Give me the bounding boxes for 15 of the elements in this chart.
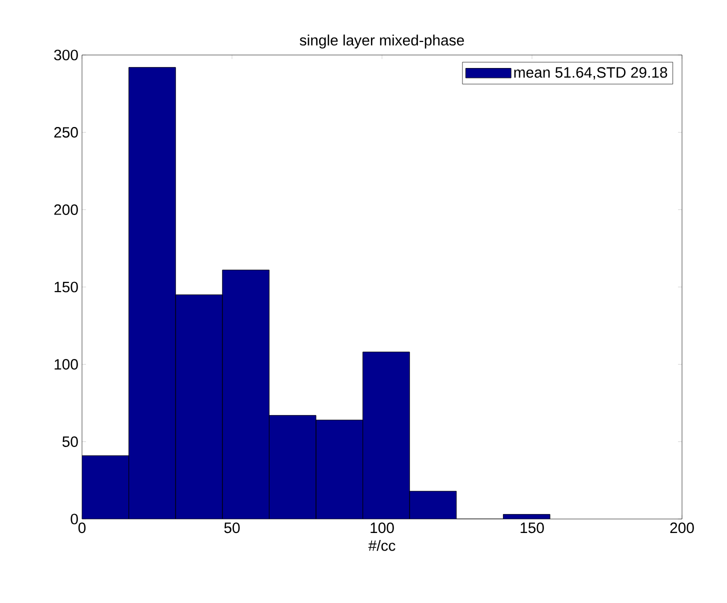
x-tick-label: 100: [370, 522, 394, 534]
x-tick-label: 150: [520, 522, 544, 534]
legend-label: mean 51.64,STD 29.18: [514, 67, 668, 80]
y-tick-label: 0: [70, 514, 78, 524]
x-tick-label: 200: [670, 522, 694, 534]
x-tick-label: 50: [224, 522, 240, 534]
y-tick-label: 300: [54, 50, 78, 60]
y-tick-label: 250: [54, 127, 78, 138]
x-axis-title: #/cc: [368, 540, 396, 551]
y-tick-label: 200: [54, 204, 78, 215]
y-tick-label: 100: [54, 359, 78, 370]
chart-title: single layer mixed-phase: [300, 34, 464, 48]
y-tick-label: 150: [54, 282, 78, 292]
y-tick-label: 50: [62, 436, 78, 447]
x-tick-label: 0: [78, 522, 86, 534]
